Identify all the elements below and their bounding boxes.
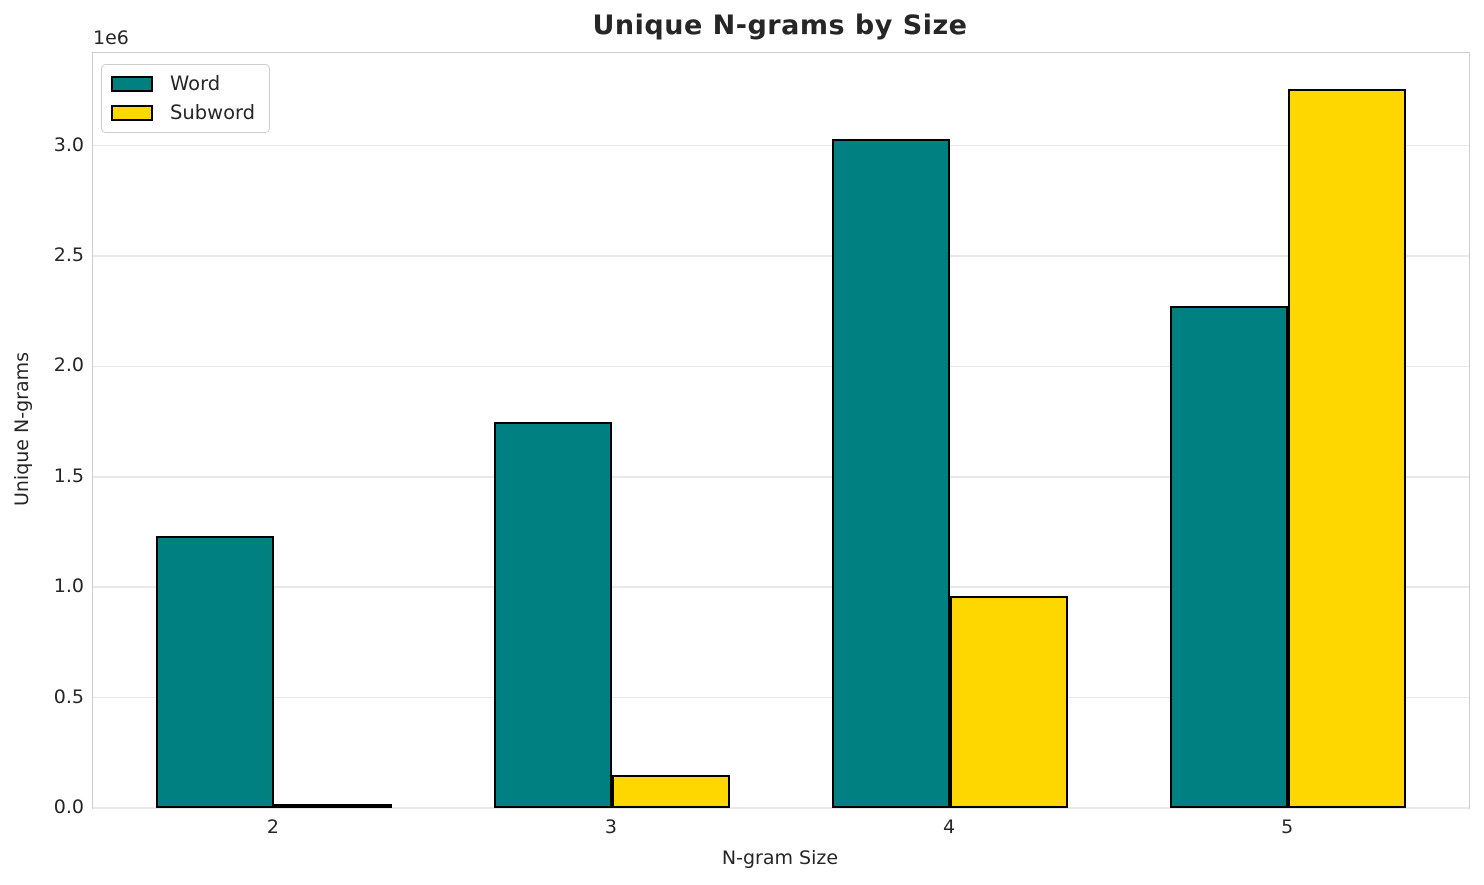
bar-subword-ngram-5 <box>1288 89 1407 808</box>
legend-swatch-word <box>111 76 153 92</box>
bar-word-ngram-3 <box>493 421 612 808</box>
y-axis-offset-text: 1e6 <box>93 27 129 49</box>
bar-word-ngram-5 <box>1169 305 1289 808</box>
y-tick-label: 0.0 <box>53 796 84 818</box>
y-tick-label: 0.5 <box>53 685 84 708</box>
legend-entry-word: Word <box>111 73 255 95</box>
x-tick-label: 3 <box>604 816 617 838</box>
bar-word-ngram-4 <box>831 139 951 808</box>
gridline <box>93 365 1469 368</box>
x-tick-label: 4 <box>942 816 956 838</box>
y-tick-label: 1.5 <box>53 464 84 487</box>
bar-subword-ngram-3 <box>611 774 731 808</box>
legend-label-word: Word <box>170 72 221 95</box>
legend-swatch-subword <box>111 105 153 121</box>
legend-entry-subword: Subword <box>111 102 255 124</box>
x-axis-label: N-gram Size <box>721 847 839 869</box>
legend: Word Subword <box>101 64 271 133</box>
gridline <box>93 144 1469 147</box>
y-tick-label: 2.0 <box>53 354 84 377</box>
plot-area: Word Subword <box>92 52 1470 809</box>
bar-subword-ngram-2 <box>273 804 393 808</box>
gridline <box>93 696 1469 699</box>
bar-subword-ngram-4 <box>950 596 1069 808</box>
gridline <box>93 586 1469 588</box>
gridline <box>93 255 1469 257</box>
bar-word-ngram-2 <box>155 536 274 808</box>
chart-title: Unique N-grams by Size <box>592 10 968 41</box>
y-tick-label: 1.0 <box>53 575 84 598</box>
gridline <box>93 476 1469 478</box>
legend-label-subword: Subword <box>170 101 256 124</box>
x-tick-label: 2 <box>266 816 279 838</box>
y-tick-label: 3.0 <box>53 133 84 156</box>
gridline <box>93 807 1469 809</box>
x-tick-label: 5 <box>1281 816 1294 838</box>
y-tick-label: 2.5 <box>53 244 84 267</box>
